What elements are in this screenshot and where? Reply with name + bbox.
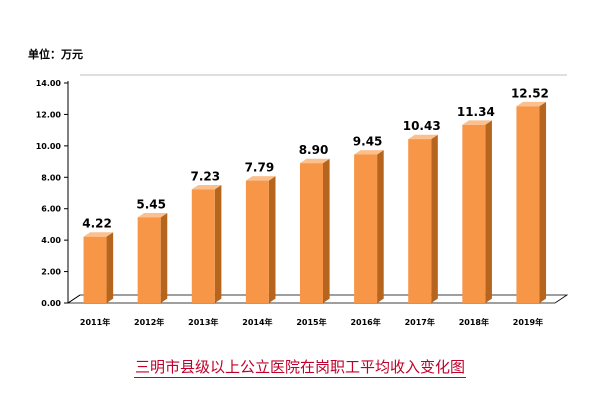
data-label: 9.45 (353, 135, 383, 149)
data-label: 11.34 (457, 105, 495, 119)
x-tick-label: 2015年 (296, 317, 326, 327)
bar-top (354, 150, 384, 155)
bar-top (137, 212, 168, 218)
bar (408, 139, 432, 303)
bar (83, 236, 107, 303)
bar-top (300, 158, 330, 164)
x-tick-label: 2013年 (188, 317, 218, 327)
bar (516, 106, 540, 303)
unit-label: 单位：万元 (28, 48, 83, 61)
bar-side (160, 212, 168, 303)
x-tick-label: 2016年 (350, 317, 380, 327)
bar-side (539, 101, 547, 303)
bar-top (462, 120, 492, 125)
data-label: 12.52 (511, 86, 549, 100)
data-label: 8.90 (299, 143, 329, 157)
bar (354, 154, 378, 303)
y-tick-label: 8.00 (41, 173, 61, 182)
bar (245, 180, 269, 303)
y-axis-depth-line (67, 294, 81, 304)
bar-side (323, 158, 330, 303)
x-tick-label: 2011年 (80, 317, 110, 327)
bar-top (245, 176, 276, 181)
bar (462, 124, 486, 303)
y-tick-label: 12.00 (36, 110, 62, 119)
x-tick-label: 2017年 (405, 317, 435, 327)
bar-side (106, 232, 114, 303)
x-tick-label: 2014年 (242, 317, 272, 327)
bar (191, 189, 215, 303)
x-tick-label: 2019年 (513, 317, 543, 327)
chart-bars (83, 101, 547, 304)
y-tick-label: 14.00 (36, 79, 62, 88)
data-label: 5.45 (136, 197, 166, 211)
bar-side (377, 150, 384, 303)
data-label: 7.79 (245, 161, 275, 175)
y-tick-label: 2.00 (41, 268, 61, 277)
bar (137, 217, 161, 303)
y-tick-label: 0.00 (41, 299, 61, 308)
bar-side (268, 176, 276, 303)
bar-side (214, 184, 222, 303)
data-label: 4.22 (82, 217, 112, 231)
bar-top (83, 232, 114, 237)
bar-side (431, 134, 438, 303)
bar-side (485, 120, 492, 304)
bar-top (516, 101, 547, 107)
y-tick-label: 4.00 (41, 236, 61, 245)
y-tick-label: 10.00 (36, 142, 62, 151)
data-label: 10.43 (403, 119, 441, 133)
bar-top (191, 184, 222, 190)
chart-caption: 三明市县级以上公立医院在岗职工平均收入变化图 (0, 356, 600, 378)
bar (300, 163, 323, 303)
data-label: 7.23 (190, 169, 220, 183)
y-tick-label: 6.00 (41, 205, 61, 214)
chart-labels: 0.00 2.00 4.00 6.00 8.00 10.00 12.00 14.00 4.22 2… (36, 79, 549, 327)
chart-caption-text: 三明市县级以上公立医院在岗职工平均收入变化图 (133, 358, 466, 378)
x-tick-label: 2018年 (459, 317, 489, 327)
x-tick-label: 2012年 (134, 317, 164, 327)
bar-top (408, 134, 438, 140)
